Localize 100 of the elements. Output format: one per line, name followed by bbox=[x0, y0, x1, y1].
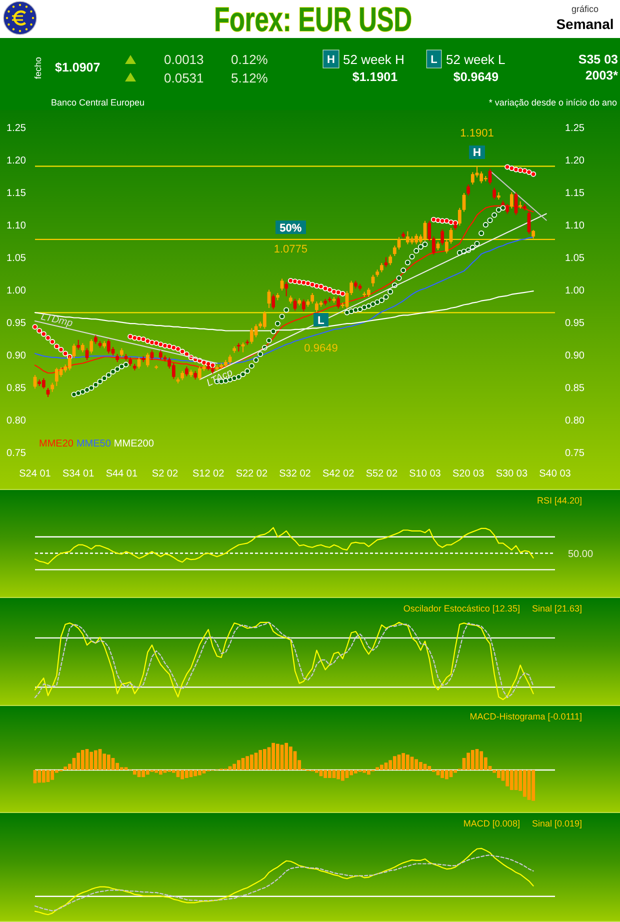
bar bbox=[454, 770, 458, 773]
bar bbox=[522, 770, 526, 797]
y-tick-label: 0.90 bbox=[6, 350, 26, 362]
bar bbox=[236, 760, 240, 770]
point bbox=[314, 283, 320, 289]
point bbox=[430, 216, 436, 222]
bar bbox=[388, 760, 392, 770]
text: 0.0531 bbox=[164, 70, 204, 86]
bar bbox=[163, 770, 167, 773]
bar bbox=[94, 750, 98, 770]
x-tick-label: S10 03 bbox=[409, 468, 442, 480]
point bbox=[232, 375, 238, 381]
y-tick-label: 1.05 bbox=[6, 252, 26, 264]
text: * variação desde o início do ano bbox=[488, 98, 617, 108]
x-tick-label: S34 01 bbox=[62, 468, 95, 480]
point bbox=[504, 164, 510, 170]
point bbox=[32, 324, 38, 330]
text: 52 week H bbox=[343, 52, 404, 67]
y2-tick-label: 0.75 bbox=[565, 448, 585, 459]
point bbox=[36, 328, 42, 334]
y-tick-label: 0.85 bbox=[6, 382, 26, 394]
text: S35 03 bbox=[578, 52, 618, 66]
candlestick bbox=[154, 365, 158, 370]
annotation: L bbox=[318, 314, 325, 327]
bar bbox=[288, 746, 292, 770]
bar bbox=[402, 753, 406, 770]
point bbox=[270, 328, 276, 334]
y2-tick-label: 1.25 bbox=[565, 122, 585, 134]
point bbox=[76, 390, 82, 396]
point bbox=[106, 372, 112, 378]
point bbox=[144, 338, 150, 344]
point bbox=[128, 334, 134, 340]
point bbox=[352, 307, 358, 313]
text: gráfico bbox=[571, 4, 599, 14]
bar bbox=[120, 767, 124, 770]
point bbox=[305, 280, 311, 286]
bar bbox=[480, 751, 484, 770]
y2-tick-label: 1.05 bbox=[565, 252, 585, 264]
point bbox=[388, 289, 394, 294]
point bbox=[88, 385, 94, 391]
point bbox=[284, 307, 290, 313]
bar bbox=[50, 770, 54, 780]
point bbox=[435, 218, 441, 223]
bar bbox=[64, 766, 68, 770]
annotation: 1.0775 bbox=[274, 243, 308, 256]
point bbox=[362, 304, 368, 310]
text: $1.1901 bbox=[352, 70, 398, 84]
bar bbox=[328, 770, 332, 778]
text: 0.12% bbox=[231, 52, 268, 67]
bar bbox=[314, 770, 318, 773]
x-tick-label: S44 01 bbox=[106, 468, 138, 480]
point bbox=[58, 346, 64, 352]
text: Forex: EUR USD bbox=[214, 1, 412, 39]
text: Semanal bbox=[556, 16, 614, 32]
bar bbox=[276, 744, 280, 770]
x-tick-label: S2 02 bbox=[152, 468, 178, 480]
y2-tick-label: 1.00 bbox=[565, 285, 585, 296]
bar bbox=[392, 756, 396, 770]
y-tick-label: 0.80 bbox=[6, 415, 26, 426]
point bbox=[448, 219, 454, 225]
y2-tick-label: 1.10 bbox=[565, 220, 585, 232]
point bbox=[274, 320, 280, 326]
x-tick-label: S32 02 bbox=[279, 468, 312, 480]
point bbox=[140, 336, 146, 342]
bar bbox=[80, 750, 84, 770]
y2-tick-label: 1.15 bbox=[565, 188, 585, 199]
y-tick-label: 1.15 bbox=[6, 188, 26, 199]
point bbox=[396, 275, 402, 281]
point bbox=[288, 278, 294, 284]
point bbox=[357, 306, 363, 312]
text: MME200 bbox=[114, 438, 154, 450]
bar bbox=[336, 770, 340, 780]
bar bbox=[250, 754, 254, 770]
point bbox=[71, 392, 77, 398]
point bbox=[474, 240, 480, 246]
annotation: 0.9649 bbox=[304, 342, 338, 354]
text: 0.0013 bbox=[164, 52, 204, 67]
point bbox=[244, 368, 250, 374]
point bbox=[180, 348, 186, 354]
point bbox=[492, 212, 498, 218]
y-tick-label: 1.00 bbox=[6, 285, 26, 296]
chart-title: Oscilador Estocástico [12.35] bbox=[403, 604, 520, 614]
bar bbox=[76, 752, 80, 770]
candlestick bbox=[362, 292, 366, 297]
text: L bbox=[430, 54, 438, 66]
point bbox=[80, 389, 86, 395]
chart-title: RSI [44.20] bbox=[536, 496, 582, 506]
bar bbox=[106, 754, 110, 770]
text: $1.0907 bbox=[55, 60, 100, 74]
text: LTAcp bbox=[205, 367, 235, 390]
y2-tick-label: 0.80 bbox=[565, 415, 585, 426]
point bbox=[348, 308, 354, 314]
point bbox=[170, 344, 176, 350]
x-tick-label: S12 02 bbox=[192, 468, 225, 480]
bar bbox=[470, 750, 474, 770]
text: 52 week L bbox=[446, 52, 506, 67]
bar bbox=[340, 770, 344, 781]
text: MME50 bbox=[76, 438, 112, 450]
bar bbox=[466, 752, 470, 770]
bar bbox=[124, 767, 128, 770]
